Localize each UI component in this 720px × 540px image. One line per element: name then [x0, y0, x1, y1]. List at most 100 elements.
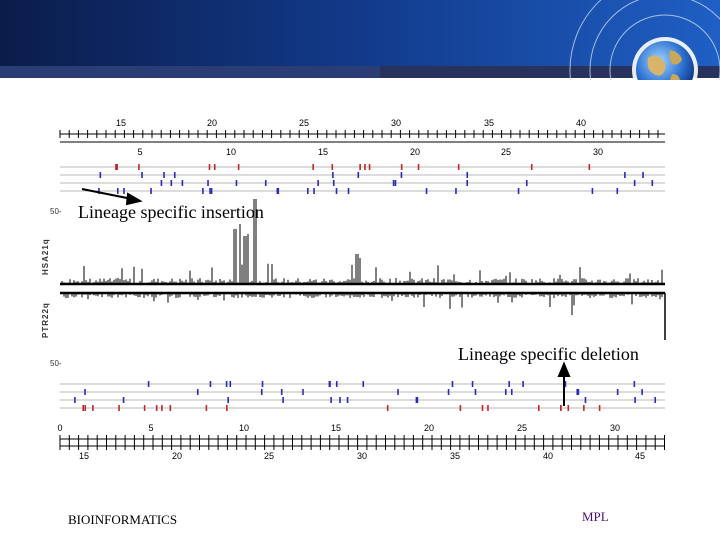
top-outer-tick-label: 15	[116, 118, 126, 128]
track-mark	[481, 405, 484, 411]
upper-histogram	[61, 199, 663, 284]
track-mark	[331, 164, 334, 170]
track-mark	[577, 389, 580, 395]
track-mark	[588, 164, 591, 170]
track-mark	[642, 172, 644, 178]
track-mark	[560, 405, 562, 411]
track-mark	[329, 381, 331, 387]
track-mark	[161, 405, 163, 411]
header-banner	[0, 0, 720, 80]
top-outer-tick-label: 40	[576, 118, 586, 128]
track-mark	[641, 389, 643, 395]
track-mark	[143, 405, 146, 411]
globe-icon	[632, 37, 698, 80]
track-mark	[386, 405, 389, 411]
track-mark	[155, 405, 158, 411]
track-mark	[400, 172, 403, 178]
track-mark	[84, 389, 86, 395]
track-mark	[181, 180, 184, 186]
track-mark	[624, 172, 626, 178]
track-mark	[235, 180, 238, 186]
track-mark	[122, 397, 125, 403]
track-mark	[400, 164, 403, 170]
track-mark	[116, 188, 119, 194]
track-mark	[466, 172, 469, 178]
track-mark	[584, 397, 587, 403]
track-mark	[261, 381, 264, 387]
track-mark	[169, 405, 172, 411]
track-mark	[196, 389, 199, 395]
bottom-outer-tick-label: 30	[357, 451, 367, 460]
track-mark	[116, 164, 118, 170]
track-mark	[598, 405, 601, 411]
track-mark	[397, 389, 399, 395]
track-mark	[459, 405, 462, 411]
track-mark	[205, 405, 208, 411]
track-mark	[576, 389, 579, 395]
track-mark	[583, 405, 585, 411]
bottom-inner-tick-label: 30	[610, 423, 620, 433]
track-mark	[451, 381, 454, 387]
top-outer-tick-label: 20	[207, 118, 217, 128]
insertion-arrow	[81, 188, 143, 206]
insertion-callout: Lineage specific insertion	[78, 202, 264, 222]
track-mark	[522, 381, 524, 387]
top-axis	[59, 130, 665, 138]
track-mark	[335, 381, 338, 387]
track-mark	[651, 180, 654, 186]
track-mark	[455, 188, 457, 194]
track-mark	[123, 188, 125, 194]
track-mark	[210, 188, 213, 194]
track-mark	[307, 188, 309, 194]
dot-plot-figure: 15 20 25 30 35 40 5 10 15 20 25 30 50- 5…	[41, 118, 666, 460]
track-mark	[368, 164, 371, 170]
bottom-inner-tick-label: 10	[239, 423, 249, 433]
track-mark	[633, 180, 636, 186]
track-mark	[510, 389, 513, 395]
track-mark	[170, 180, 173, 186]
track-mark	[147, 381, 150, 387]
top-inner-tick-label: 25	[501, 147, 511, 157]
track-mark	[226, 405, 228, 411]
track-mark	[92, 405, 94, 411]
top-inner-tick-label: 5	[137, 147, 142, 157]
track-mark	[537, 405, 540, 411]
bottom-outer-tick-label: 40	[543, 451, 553, 460]
track-mark	[213, 164, 216, 170]
upper-y-label: HSA21q	[41, 238, 50, 275]
bottom-inner-tick-label: 5	[148, 423, 153, 433]
bottom-inner-tick-label: 15	[331, 423, 341, 433]
track-mark	[280, 389, 283, 395]
track-mark	[317, 180, 319, 186]
track-mark	[277, 188, 280, 194]
track-mark	[487, 405, 489, 411]
top-outer-tick-label: 30	[391, 118, 401, 128]
track-mark	[359, 164, 361, 170]
bottom-outer-tick-label: 45	[635, 451, 645, 460]
track-mark	[229, 381, 232, 387]
track-mark	[150, 188, 152, 194]
track-mark	[634, 397, 636, 403]
lower-scale-label: 50-	[50, 359, 62, 368]
track-mark	[330, 397, 332, 403]
track-mark	[394, 180, 397, 186]
track-mark	[209, 188, 211, 194]
track-mark	[276, 188, 279, 194]
top-inner-tick-label: 10	[226, 147, 236, 157]
bottom-inner-tick-label: 25	[517, 423, 527, 433]
lower-histogram	[61, 293, 663, 315]
track-mark	[357, 172, 360, 178]
track-mark	[207, 180, 209, 186]
track-mark	[98, 188, 100, 194]
bottom-outer-tick-label: 35	[450, 451, 460, 460]
track-mark	[654, 397, 657, 403]
footer-bioinformatics: BIOINFORMATICS	[68, 512, 178, 527]
track-mark	[160, 180, 163, 186]
bottom-inner-tick-label: 20	[424, 423, 434, 433]
track-mark	[417, 164, 420, 170]
top-inner-tick-label: 20	[410, 147, 420, 157]
track-mark	[457, 164, 460, 170]
track-mark	[471, 381, 474, 387]
lower-y-label: PTR22q	[41, 302, 50, 338]
track-mark	[141, 172, 143, 178]
